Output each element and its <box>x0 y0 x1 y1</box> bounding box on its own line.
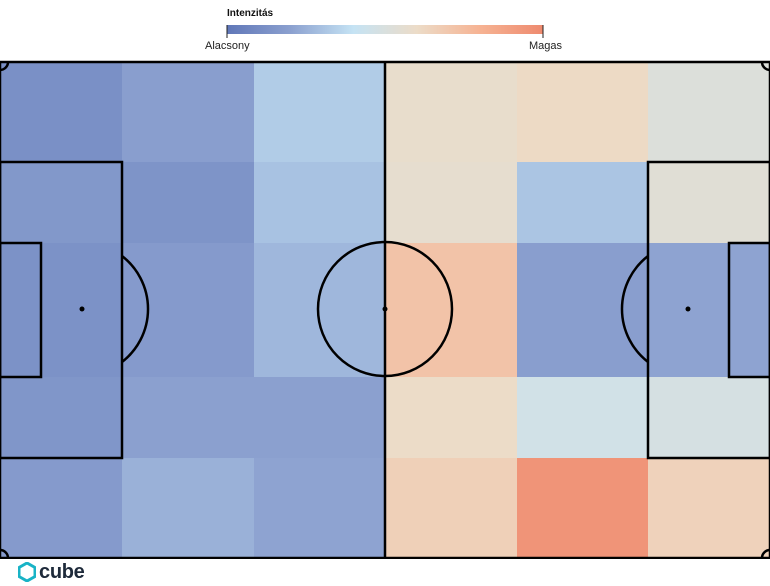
heatmap-cell-r4-c1 <box>0 377 122 458</box>
heatmap-cell-r2-c3 <box>254 162 385 243</box>
right-goal-area <box>727 241 770 379</box>
heatmap-cell-r5-c2 <box>122 458 254 558</box>
heatmap-cell-r3-c5 <box>517 243 648 377</box>
heatmap-cell-r4-c3 <box>254 377 385 458</box>
heatmap-cells <box>0 62 770 558</box>
legend-title: Intenzitás <box>227 8 274 19</box>
heatmap-cell-r1-c1 <box>0 62 122 162</box>
right-penalty-area <box>646 160 770 460</box>
heatmap-cell-r1-c6 <box>648 62 770 162</box>
cube-logo: cube <box>18 560 85 584</box>
pitch-markings <box>0 60 770 559</box>
heatmap-cell-r2-c4 <box>385 162 517 243</box>
heatmap-cell-r4-c5 <box>517 377 648 458</box>
legend-color-scale <box>226 25 544 38</box>
corner-arc-bottom-left <box>0 548 10 559</box>
heatmap-cell-r3-c1 <box>0 243 122 377</box>
legend-high-label: Magas <box>529 40 563 52</box>
right-penalty-spot <box>685 306 691 312</box>
heatmap-cell-r5-c5 <box>517 458 648 558</box>
cube-logo-text: cube <box>39 560 85 583</box>
heatmap-cell-r3-c6 <box>648 243 770 377</box>
football-pitch-heatmap <box>0 60 770 559</box>
heatmap-cell-r1-c2 <box>122 62 254 162</box>
corner-arc-top-right <box>760 61 770 72</box>
left-penalty-spot <box>79 306 85 312</box>
heatmap-cell-r4-c2 <box>122 377 254 458</box>
heatmap-cell-r3-c2 <box>122 243 254 377</box>
heatmap-cell-r4-c6 <box>648 377 770 458</box>
intensity-legend: Intenzitás Alacsony Magas <box>200 4 580 56</box>
heatmap-cell-r3-c3 <box>254 243 385 377</box>
left-penalty-area <box>0 160 124 460</box>
left-penalty-arc <box>121 255 150 363</box>
right-penalty-arc <box>620 255 649 363</box>
heatmap-cell-r1-c4 <box>385 62 517 162</box>
corner-arc-bottom-right <box>760 548 770 559</box>
heatmap-cell-r2-c1 <box>0 162 122 243</box>
heatmap-cell-r5-c1 <box>0 458 122 558</box>
corner-arc-top-left <box>0 61 10 72</box>
heatmap-cell-r5-c3 <box>254 458 385 558</box>
heatmap-cell-r5-c6 <box>648 458 770 558</box>
center-circle <box>316 240 454 378</box>
cube-logo-icon <box>18 562 36 582</box>
center-spot <box>382 306 388 312</box>
left-goal-area <box>0 241 43 379</box>
heatmap-cell-r5-c4 <box>385 458 517 558</box>
heatmap-cell-r1-c3 <box>254 62 385 162</box>
heatmap-cell-r4-c4 <box>385 377 517 458</box>
heatmap-cell-r1-c5 <box>517 62 648 162</box>
legend-low-label: Alacsony <box>205 40 250 52</box>
heatmap-cell-r2-c5 <box>517 162 648 243</box>
heatmap-cell-r2-c6 <box>648 162 770 243</box>
heatmap-cell-r2-c2 <box>122 162 254 243</box>
